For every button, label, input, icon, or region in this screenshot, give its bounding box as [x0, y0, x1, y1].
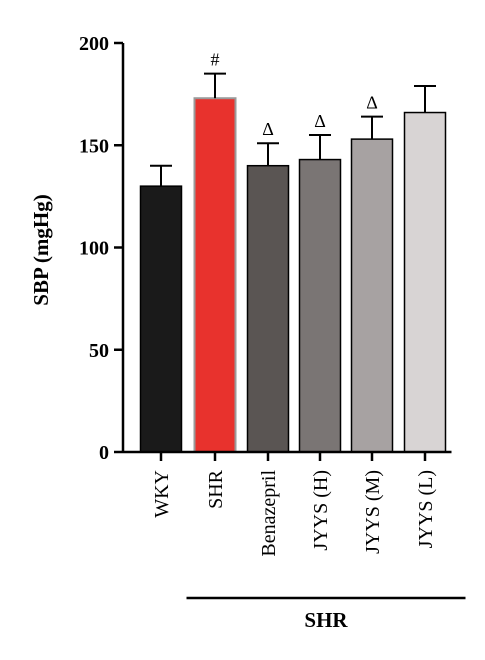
y-axis-title: SBP (mgHg)	[29, 194, 53, 305]
bar	[246, 164, 290, 453]
x-tick-label: JYYS (M)	[362, 470, 384, 554]
significance-marker: #	[211, 50, 220, 70]
x-tick-label: WKY	[151, 470, 173, 518]
y-tick-label: 150	[79, 135, 109, 157]
bars-group	[139, 97, 447, 453]
y-tick-label: 0	[99, 442, 109, 464]
y-tick-label: 100	[79, 238, 109, 260]
x-tick-label: Benazepril	[258, 470, 280, 557]
y-tick-label: 200	[79, 33, 109, 55]
group-label: SHR	[304, 608, 348, 632]
error-bars-group	[150, 72, 436, 187]
bar	[193, 97, 237, 453]
significance-marker: Δ	[366, 93, 378, 113]
x-tick-label: JYYS (L)	[415, 470, 437, 548]
y-tick-label: 50	[89, 340, 109, 362]
x-tick-label: SHR	[205, 469, 227, 509]
x-axis: WKY SHR Benazepril JYYS (H) JYYS (M) JYYS (L)	[123, 450, 452, 557]
bar	[298, 158, 342, 453]
significance-marker: Δ	[314, 111, 326, 131]
bar	[350, 138, 394, 453]
annotations-group: # Δ Δ Δ	[211, 50, 378, 140]
bar	[403, 111, 447, 453]
x-tick-label: JYYS (H)	[310, 470, 332, 551]
y-axis: 0 50 100 150 200	[79, 33, 125, 464]
significance-marker: Δ	[262, 119, 274, 139]
bar	[139, 185, 183, 453]
